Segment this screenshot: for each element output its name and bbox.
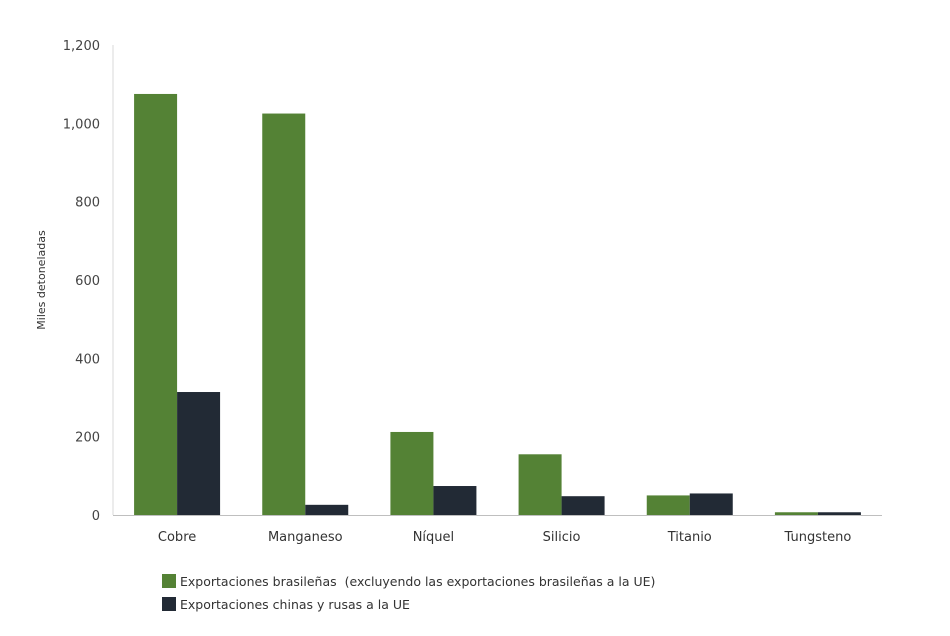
bar-brazil [774,512,818,515]
bar-china-russia [689,493,733,515]
bar-brazil [262,113,306,516]
bar-brazil [646,495,690,515]
legend-label: Exportaciones brasileñas (excluyendo las… [180,574,655,589]
bar-china-russia [433,486,477,515]
bar-china-russia [817,512,861,515]
x-tick-label: Silicio [543,530,581,545]
legend-swatch [162,574,176,588]
x-tick-label: Manganeso [268,530,343,545]
legend-swatch [162,597,176,611]
legend: Exportaciones brasileñas (excluyendo las… [162,574,655,612]
x-tick-label: Tungsteno [784,530,852,545]
x-tick-label: Cobre [158,530,196,545]
y-axis-title: Miles detoneladas [35,230,48,330]
bar-brazil [390,431,434,515]
bar-china-russia [177,392,221,515]
y-tick-label: 1,200 [63,39,100,54]
bar-brazil [518,454,562,515]
y-tick-label: 1,000 [63,117,100,132]
y-tick-label: 800 [75,196,100,211]
y-tick-label: 0 [92,509,100,524]
y-tick-label: 400 [75,352,100,367]
x-tick-label: Titanio [667,530,712,545]
y-tick-label: 200 [75,431,100,446]
bar-china-russia [305,504,349,515]
legend-label: Exportaciones chinas y rusas a la UE [180,597,410,612]
bar-brazil [134,93,178,515]
x-tick-label: Níquel [413,530,454,545]
bar-china-russia [561,496,605,515]
y-tick-label: 600 [75,274,100,289]
